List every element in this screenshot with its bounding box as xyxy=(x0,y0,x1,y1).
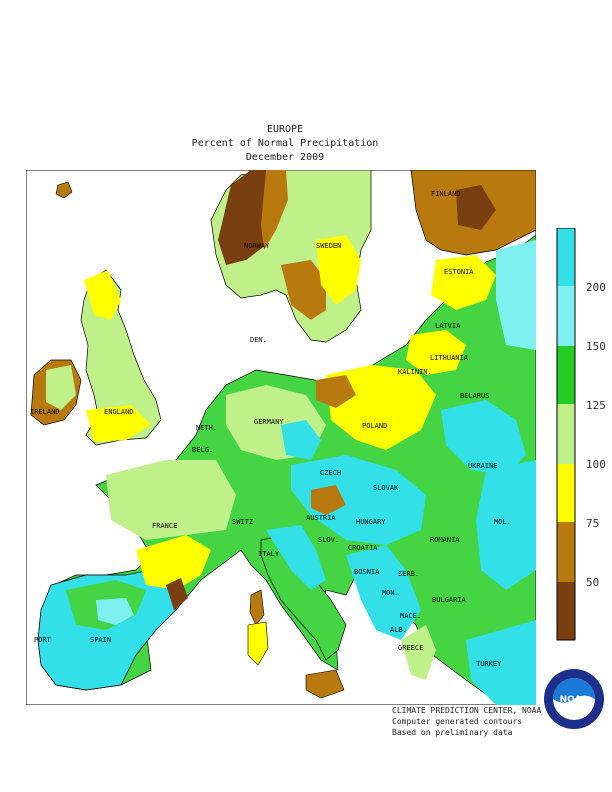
anomaly-spain-lightcyan xyxy=(96,598,134,625)
precipitation-map: FINLAND NORWAY SWEDEN ESTONIA LATVIA DEN… xyxy=(26,170,536,705)
legend-colorbar xyxy=(556,228,576,641)
anomaly-baltic-yellow xyxy=(431,255,496,310)
label-italy: ITALY xyxy=(258,550,280,558)
anomaly-sweden-brown xyxy=(281,260,326,320)
legend-band-5 xyxy=(557,464,575,522)
label-switz: SWITZ xyxy=(232,518,253,526)
legend-band-6 xyxy=(557,522,575,582)
label-germany: GERMANY xyxy=(254,418,284,426)
label-denmark: DEN. xyxy=(250,336,267,344)
legend-label-100: 100 xyxy=(586,458,606,471)
label-lithuania: LITHUANIA xyxy=(430,354,469,362)
anomaly-england-yellow xyxy=(84,270,121,320)
label-slovak: SLOVAK xyxy=(373,484,399,492)
anomaly-lithuania-yellow xyxy=(406,330,466,375)
title-region: EUROPE xyxy=(266,124,304,135)
anomaly-norway-brown xyxy=(261,170,288,250)
label-sweden: SWEDEN xyxy=(316,242,341,250)
label-ukraine: UKRAINE xyxy=(468,462,498,470)
label-poland: POLAND xyxy=(362,422,387,430)
legend-label-200: 200 xyxy=(586,281,606,294)
map-title: EUROPE Percent of Normal Precipitation D… xyxy=(0,123,570,165)
precipitation-anomalies xyxy=(46,170,536,705)
label-france: FRANCE xyxy=(152,522,177,530)
label-norway: NORWAY xyxy=(244,242,270,250)
anomaly-poland-yellow xyxy=(326,365,436,450)
label-port: PORT xyxy=(34,636,52,644)
label-belg: BELG. xyxy=(192,446,213,454)
legend-label-50: 50 xyxy=(586,576,600,589)
anomaly-england-yellow-south xyxy=(86,405,151,442)
anomaly-france-yellow xyxy=(136,535,211,590)
anomaly-greece-lightgreen xyxy=(401,625,436,680)
anomaly-poland-brown xyxy=(316,375,356,408)
label-greece: GREECE xyxy=(398,644,423,652)
credit-line-3: Based on preliminary data xyxy=(392,728,513,737)
noaa-logo-text: NOAA xyxy=(560,695,589,705)
legend-band-4 xyxy=(557,404,575,464)
label-finland: FINLAND xyxy=(431,190,461,198)
anomaly-france-lightgreen xyxy=(106,460,236,540)
label-england: ENGLAND xyxy=(104,408,134,416)
label-romania: ROMANIA xyxy=(430,536,460,544)
anomaly-france-brown xyxy=(166,578,188,610)
label-austria: AUSTRIA xyxy=(306,514,336,522)
label-estonia: ESTONIA xyxy=(444,268,474,276)
anomaly-balkans-cyan xyxy=(346,545,421,640)
anomaly-germany-cyan xyxy=(281,420,321,460)
anomaly-ukraine-cyan xyxy=(476,460,536,590)
legend-label-125: 125 xyxy=(586,399,606,412)
title-subtitle: Percent of Normal Precipitation xyxy=(191,138,379,149)
label-latvia: LATVIA xyxy=(435,322,461,330)
label-bulgaria: BULGARIA xyxy=(432,596,467,604)
anomaly-italy-cyan xyxy=(266,525,326,590)
anomaly-belarus-cyan xyxy=(441,400,526,475)
anomaly-east-lightcyan xyxy=(496,240,536,350)
land-sardinia xyxy=(247,621,269,666)
anomaly-sweden-yellow xyxy=(316,235,361,305)
anomaly-austria-brown xyxy=(311,485,346,515)
country-labels: FINLAND NORWAY SWEDEN ESTONIA LATVIA DEN… xyxy=(30,190,511,668)
label-croatia: CROATIA xyxy=(348,544,378,552)
label-hungary: HUNGARY xyxy=(356,518,386,526)
legend-band-1 xyxy=(557,228,575,286)
label-spain: SPAIN xyxy=(90,636,111,644)
legend-label-75: 75 xyxy=(586,517,600,530)
land-sicily xyxy=(305,669,345,699)
label-bosnia: BOSNIA xyxy=(354,568,380,576)
label-serb: SERB. xyxy=(398,570,419,578)
label-slov: SLOV. xyxy=(318,536,339,544)
anomaly-ireland-lightgreen xyxy=(46,365,76,410)
label-neth: NETH. xyxy=(196,424,217,432)
anomaly-central-cyan xyxy=(291,455,426,545)
legend-frame xyxy=(556,228,576,641)
legend-band-7 xyxy=(557,582,575,640)
label-alb: ALB. xyxy=(390,626,407,634)
credit-line-2: Computer generated contours xyxy=(392,717,523,726)
legend-label-150: 150 xyxy=(586,340,606,353)
anomaly-finland-darkbrown xyxy=(456,185,496,230)
legend-band-3 xyxy=(557,346,575,404)
credit-line-1: CLIMATE PREDICTION CENTER, NOAA xyxy=(392,706,542,715)
noaa-logo: NOAA xyxy=(544,669,604,729)
label-turkey: TURKEY xyxy=(476,660,502,668)
anomaly-turkey-cyan xyxy=(466,620,536,705)
land-corsica xyxy=(249,589,265,626)
label-belarus: BELARUS xyxy=(460,392,490,400)
label-mol: MOL. xyxy=(494,518,511,526)
anomaly-norway-dry xyxy=(218,170,276,265)
legend-band-2 xyxy=(557,286,575,346)
label-kalinin: KALININ. xyxy=(398,368,432,376)
title-period: December 2009 xyxy=(245,152,325,163)
label-czech: CZECH xyxy=(320,469,341,477)
land-iceland-fragment xyxy=(55,181,73,199)
label-ireland: IRELAND xyxy=(30,408,60,416)
label-mon: MON. xyxy=(382,589,399,597)
label-mace: MACE. xyxy=(400,612,421,620)
